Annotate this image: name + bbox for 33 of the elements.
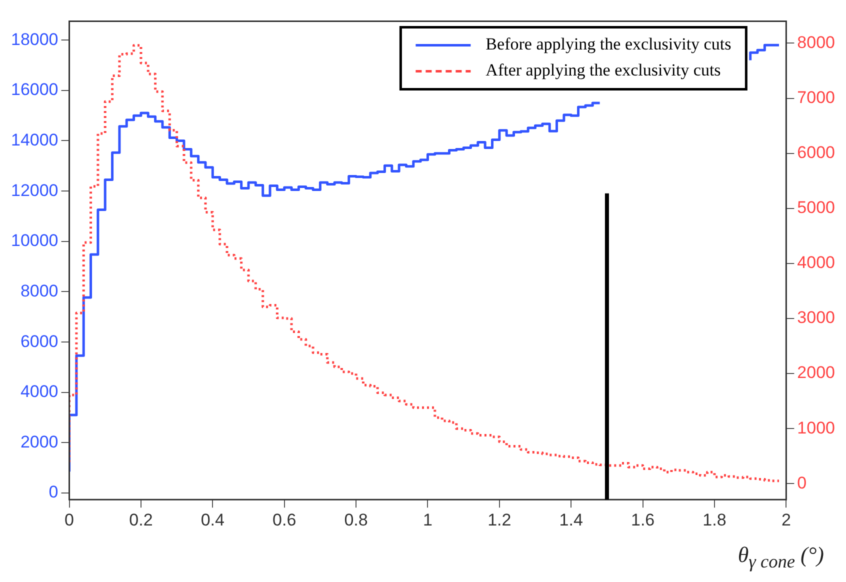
y-tick-label: 16000 [10,80,58,100]
x-tick-label: 1.8 [702,510,726,530]
y-tick-label: 8000 [20,281,58,300]
y-tick-label: 0 [48,482,58,502]
y-tick-label: 10000 [10,231,58,250]
x-tick-label: 1.2 [488,510,512,530]
y2-tick-label: 7000 [797,88,836,107]
y2-tick-label: 4000 [797,253,836,272]
legend-label: Before applying the exclusivity cuts [486,34,732,54]
x-tick-label: 0.4 [200,510,224,530]
x-tick-label: 0 [64,510,74,530]
x-tick-label: 1 [422,510,432,530]
y2-tick-label: 2000 [797,363,836,382]
x-tick-label: 1.4 [559,510,583,530]
x-tick-label: 2 [781,510,791,530]
y2-tick-label: 8000 [797,32,836,52]
y-tick-label: 18000 [10,30,58,49]
y2-tick-label: 3000 [797,308,836,328]
y-tick-label: 6000 [20,332,58,351]
y-tick-label: 14000 [10,130,58,150]
y-tick-label: 2000 [20,432,58,452]
y2-tick-label: 1000 [797,418,836,438]
y-tick-label: 12000 [10,180,58,200]
x-tick-label: 1.6 [630,510,655,530]
y2-tick-label: 0 [797,473,807,492]
legend-label: After applying the exclusivity cuts [486,60,721,80]
y2-tick-label: 6000 [797,143,836,162]
y-tick-label: 4000 [20,382,58,402]
x-tick-label: 0.6 [272,510,296,530]
x-tick-label: 0.8 [344,510,368,530]
y2-tick-label: 5000 [797,198,836,218]
x-axis-title: θ$_{γ cone}$ (°) [738,542,824,572]
x-tick-label: 0.2 [129,510,153,530]
